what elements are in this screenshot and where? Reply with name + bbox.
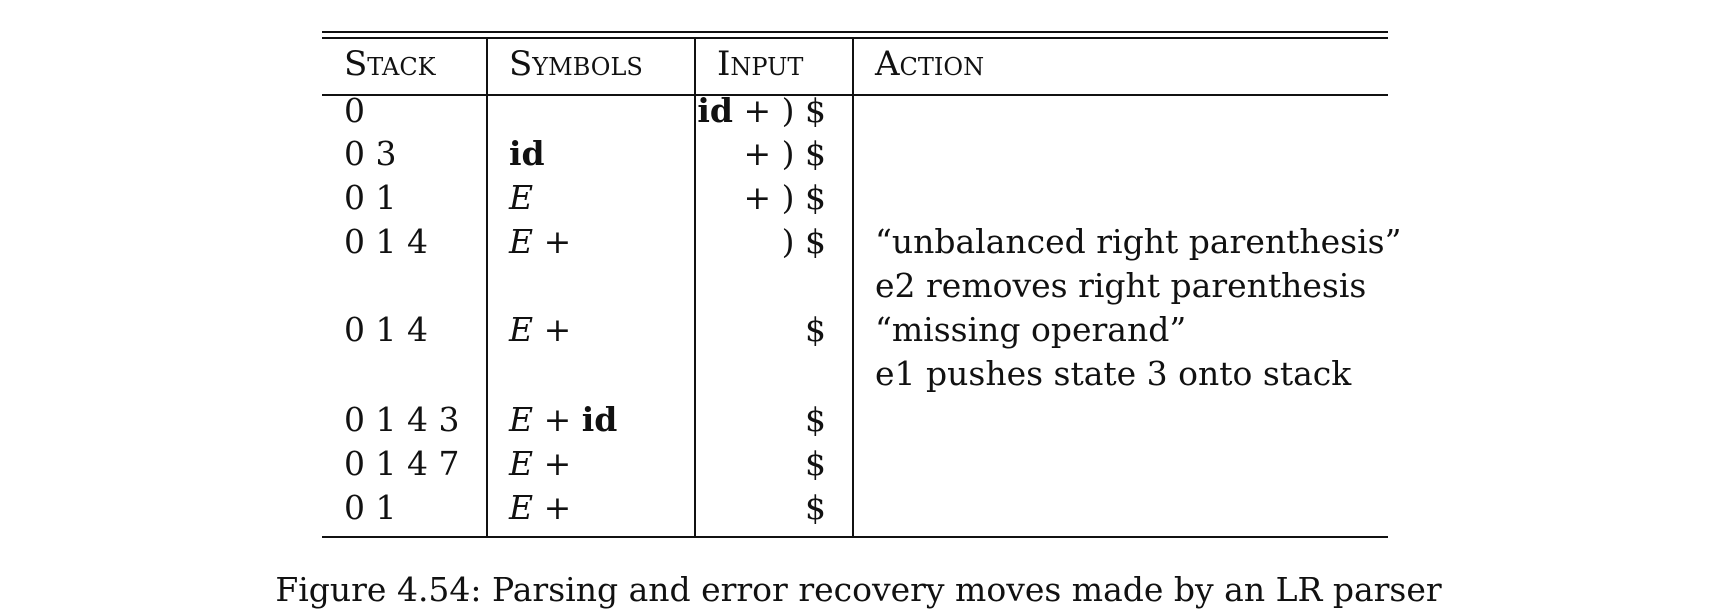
stack-cell: 0 3 xyxy=(344,134,397,173)
stack-cell: 0 1 4 7 xyxy=(344,444,460,483)
column-separator-2 xyxy=(694,38,696,536)
action-cell: “missing operand” xyxy=(875,310,1187,349)
symbols-cell: E + xyxy=(509,310,572,349)
action-cell: e1 pushes state 3 onto stack xyxy=(875,354,1352,393)
stack-cell: 0 1 xyxy=(344,488,397,527)
header-input: Input xyxy=(717,44,804,84)
stack-cell: 0 1 4 3 xyxy=(344,400,460,439)
figure-caption: Figure 4.54: Parsing and error recovery … xyxy=(275,570,1442,609)
input-cell: + ) $ xyxy=(743,134,827,173)
symbols-cell: E + id xyxy=(509,400,618,439)
input-cell: ) $ xyxy=(781,222,826,261)
top-rule-1 xyxy=(322,31,1388,33)
symbols-cell: E + xyxy=(509,488,572,527)
header-rule xyxy=(322,94,1388,96)
symbols-cell: E xyxy=(509,178,534,217)
symbols-cell: id xyxy=(509,134,545,173)
bottom-rule xyxy=(322,536,1388,538)
stack-cell: 0 1 4 xyxy=(344,222,428,261)
input-cell: + ) $ xyxy=(743,178,827,217)
input-cell: $ xyxy=(805,400,826,439)
input-cell: id + ) $ xyxy=(697,91,826,130)
column-separator-3 xyxy=(852,38,854,536)
input-cell: $ xyxy=(805,488,826,527)
symbols-cell: E + xyxy=(509,444,572,483)
stack-cell: 0 1 xyxy=(344,178,397,217)
stack-cell: 0 1 4 xyxy=(344,310,428,349)
column-separator-1 xyxy=(486,38,488,536)
symbols-cell: E + xyxy=(509,222,572,261)
action-cell: “unbalanced right parenthesis” xyxy=(875,222,1402,261)
input-cell: $ xyxy=(805,444,826,483)
input-cell: $ xyxy=(805,310,826,349)
action-cell: e2 removes right parenthesis xyxy=(875,266,1367,305)
top-rule-2 xyxy=(322,37,1388,39)
header-action: Action xyxy=(875,44,985,84)
header-stack: Stack xyxy=(344,44,436,84)
header-symbols: Symbols xyxy=(509,44,643,84)
stack-cell: 0 xyxy=(344,91,365,130)
